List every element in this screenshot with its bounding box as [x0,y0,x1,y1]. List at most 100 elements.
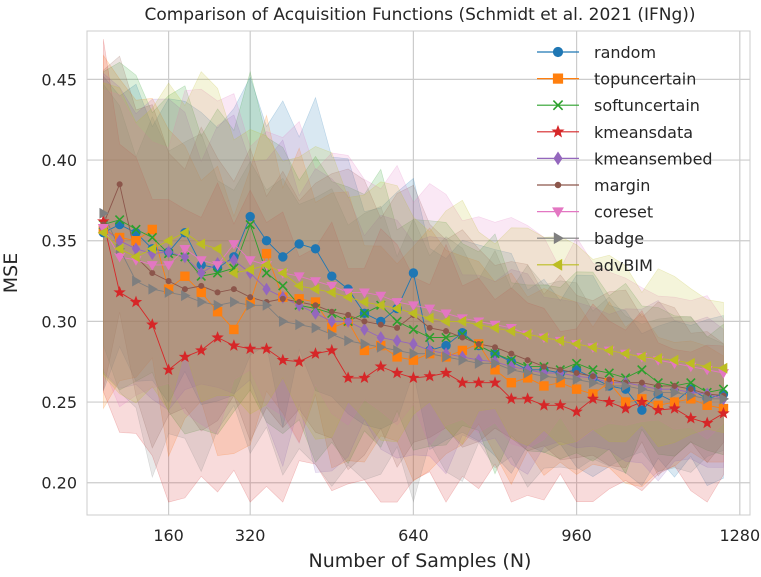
point-softuncertain [588,365,598,375]
point-topuncertain [229,324,239,335]
y-tick-label: 0.35 [41,232,77,251]
point-random [278,252,288,262]
point-softuncertain [261,268,272,278]
point-advBIM [195,238,206,250]
x-axis-title: Number of Samples (N) [309,550,532,572]
point-badge [491,357,501,369]
legend-label: advBIM [594,256,653,275]
point-advBIM [701,361,712,373]
point-kmeansdata [472,376,485,388]
point-coreset [179,244,191,255]
band-advBIM [103,71,724,447]
point-coreset [424,304,436,315]
point-kmeansdata [684,411,697,424]
point-margin [671,382,678,389]
point-random [294,239,304,249]
x-tick-label: 960 [561,526,592,545]
point-advBIM [587,341,597,353]
point-badge [621,380,632,392]
point-kmeansdata [390,366,404,379]
point-topuncertain [506,378,517,388]
point-margin [655,382,662,389]
point-advBIM [293,280,304,292]
point-softuncertain [147,232,158,243]
point-advBIM [668,354,679,366]
point-advBIM [407,307,418,319]
point-advBIM [326,286,336,298]
point-margin [198,282,205,289]
point-badge [589,377,599,389]
series-markers [97,181,730,429]
point-advBIM [619,348,630,360]
legend-label: coreset [594,203,653,222]
point-advBIM [97,227,108,239]
point-kmeansembed [343,315,353,328]
point-margin [345,311,352,318]
legend-marker [553,232,565,245]
point-badge [719,393,730,405]
point-margin [638,379,645,386]
point-advBIM [358,296,369,308]
legend-label: margin [594,176,650,195]
point-advBIM [489,322,499,334]
point-softuncertain [408,324,419,335]
point-badge [164,286,175,298]
point-kmeansdata [129,295,143,308]
legend-label: badge [594,229,644,248]
point-coreset [309,277,321,287]
point-coreset [358,288,370,298]
point-kmeansembed [229,253,239,267]
y-tick-label: 0.45 [41,70,77,89]
point-badge [523,367,534,379]
point-softuncertain [637,365,647,375]
point-badge [230,296,240,308]
point-advBIM [114,243,124,255]
point-coreset [407,301,419,311]
y-tick-label: 0.25 [41,393,77,412]
chart-title: Comparison of Acquisition Functions (Sch… [144,5,695,25]
point-margin [557,366,564,373]
point-kmeansdata [635,395,649,408]
point-topuncertain [571,384,582,394]
point-advBIM [505,325,516,337]
point-margin [475,340,482,348]
band-softuncertain [103,61,724,475]
point-kmeansdata [341,371,355,384]
point-kmeansdata [619,402,632,414]
point-coreset [212,261,224,271]
legend-label: kmeansembed [594,149,713,168]
point-kmeansdata [293,355,306,367]
point-kmeansdata [652,403,665,416]
point-margin [606,376,613,383]
point-badge [311,322,322,334]
point-badge [507,364,517,376]
point-advBIM [179,227,189,239]
point-kmeansdata [488,376,502,388]
point-advBIM [717,362,728,374]
point-softuncertain [490,348,500,359]
point-margin [181,286,188,293]
point-badge [654,386,664,398]
point-softuncertain [718,384,729,394]
point-advBIM [309,283,320,295]
legend-label: topuncertain [594,70,696,89]
point-advBIM [636,351,646,363]
point-softuncertain [506,355,517,365]
point-badge [474,357,485,369]
point-advBIM [522,328,532,340]
point-kmeansdata [570,405,583,417]
point-advBIM [211,243,222,255]
point-advBIM [570,338,581,350]
point-softuncertain [131,224,141,235]
point-kmeansdata [146,318,159,330]
point-softuncertain [212,268,223,278]
point-advBIM [391,303,401,314]
point-badge [295,319,305,331]
point-random [637,405,647,415]
legend-marker [551,124,565,138]
point-badge [703,393,713,405]
x-tick-label: 640 [398,526,429,545]
point-topuncertain [147,224,157,235]
point-kmeansdata [407,371,420,384]
point-random [310,244,321,254]
